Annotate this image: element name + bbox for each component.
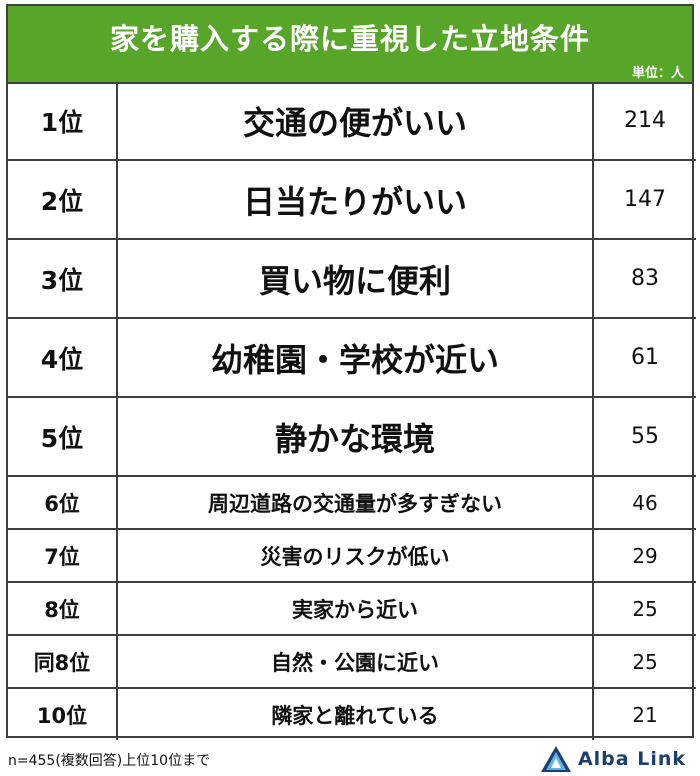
rank-cell: 同8位 bbox=[8, 634, 117, 688]
alba-link-logo: Alba Link bbox=[540, 744, 686, 774]
table-row: 10位 隣家と離れている 21 bbox=[8, 687, 696, 740]
condition-cell: 隣家と離れている bbox=[116, 687, 593, 740]
table-row: 5位 静かな環境 55 bbox=[8, 396, 696, 476]
condition-cell: 幼稚園・学校が近い bbox=[116, 317, 593, 397]
condition-cell: 災害のリスクが低い bbox=[116, 528, 593, 582]
rank-cell: 6位 bbox=[8, 475, 117, 529]
count-cell: 25 bbox=[592, 634, 696, 688]
table-row: 3位 買い物に便利 83 bbox=[8, 238, 696, 318]
sample-note: n=455(複数回答)上位10位まで bbox=[8, 753, 211, 769]
table-row: 同8位 自然・公園に近い 25 bbox=[8, 634, 696, 688]
table-row: 7位 災害のリスクが低い 29 bbox=[8, 528, 696, 582]
chart-title: 家を購入する際に重視した立地条件 bbox=[109, 22, 590, 56]
table-row: 2位 日当たりがいい 147 bbox=[8, 159, 696, 239]
count-cell: 55 bbox=[592, 396, 696, 476]
rank-cell: 7位 bbox=[8, 528, 117, 582]
condition-cell: 実家から近い bbox=[116, 581, 593, 635]
condition-cell: 自然・公園に近い bbox=[116, 634, 593, 688]
condition-cell: 買い物に便利 bbox=[116, 238, 593, 318]
condition-cell: 日当たりがいい bbox=[116, 159, 593, 239]
rank-cell: 8位 bbox=[8, 581, 117, 635]
rank-cell: 10位 bbox=[8, 687, 117, 740]
rank-cell: 3位 bbox=[8, 238, 117, 318]
logo-text: Alba Link bbox=[577, 748, 686, 770]
count-cell: 21 bbox=[592, 687, 696, 740]
count-cell: 83 bbox=[592, 238, 696, 318]
rank-cell: 5位 bbox=[8, 396, 117, 476]
condition-cell: 静かな環境 bbox=[116, 396, 593, 476]
rank-cell: 4位 bbox=[8, 317, 117, 397]
rank-cell: 2位 bbox=[8, 159, 117, 239]
table-row: 6位 周辺道路の交通量が多すぎない 46 bbox=[8, 475, 696, 529]
count-cell: 147 bbox=[592, 159, 696, 239]
count-cell: 29 bbox=[592, 528, 696, 582]
table-header: 家を購入する際に重視した立地条件 単位：人 bbox=[8, 6, 692, 84]
table-row: 8位 実家から近い 25 bbox=[8, 581, 696, 635]
condition-cell: 周辺道路の交通量が多すぎない bbox=[116, 475, 593, 529]
count-cell: 214 bbox=[592, 82, 696, 160]
rank-cell: 1位 bbox=[40, 107, 84, 137]
ranking-table-frame: 家を購入する際に重視した立地条件 単位：人 1位 交通の便がいい 214 2位 … bbox=[6, 4, 696, 740]
count-cell: 61 bbox=[592, 317, 696, 397]
count-cell: 25 bbox=[592, 581, 696, 635]
count-cell: 46 bbox=[592, 475, 696, 529]
alba-link-triangle-icon bbox=[540, 746, 571, 772]
condition-cell: 交通の便がいい bbox=[116, 82, 593, 160]
ranking-table: 1位 交通の便がいい 214 2位 日当たりがいい 147 3位 買い物に便利 … bbox=[8, 82, 696, 740]
table-row: 1位 交通の便がいい 214 bbox=[8, 82, 696, 160]
unit-label: 単位：人 bbox=[631, 66, 684, 81]
table-row: 4位 幼稚園・学校が近い 61 bbox=[8, 317, 696, 397]
